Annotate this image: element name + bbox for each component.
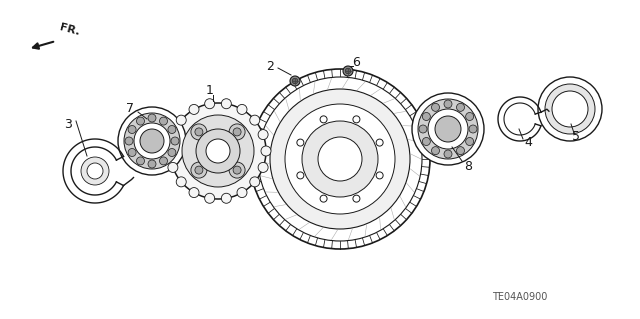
Circle shape	[435, 116, 461, 142]
Circle shape	[229, 124, 245, 140]
Circle shape	[431, 147, 440, 155]
Circle shape	[419, 125, 427, 133]
Circle shape	[345, 68, 351, 74]
Circle shape	[466, 137, 474, 145]
Circle shape	[422, 137, 430, 145]
Circle shape	[552, 91, 588, 127]
Circle shape	[376, 139, 383, 146]
Text: 2: 2	[266, 60, 274, 72]
Circle shape	[444, 100, 452, 108]
Circle shape	[258, 162, 268, 172]
Text: 4: 4	[524, 137, 532, 150]
Circle shape	[456, 147, 465, 155]
Circle shape	[196, 129, 240, 173]
Circle shape	[205, 99, 214, 109]
Circle shape	[171, 137, 179, 145]
Circle shape	[140, 129, 164, 153]
Circle shape	[318, 137, 362, 181]
Circle shape	[159, 117, 168, 125]
Circle shape	[191, 124, 207, 140]
Circle shape	[418, 99, 478, 159]
Circle shape	[124, 113, 180, 169]
Circle shape	[134, 123, 170, 159]
Circle shape	[233, 128, 241, 136]
Text: 5: 5	[572, 130, 580, 143]
Circle shape	[320, 195, 327, 202]
Circle shape	[456, 103, 465, 111]
Circle shape	[237, 104, 247, 115]
Circle shape	[168, 162, 178, 172]
Circle shape	[302, 121, 378, 197]
Text: FR.: FR.	[58, 22, 81, 37]
Circle shape	[182, 115, 254, 187]
Circle shape	[221, 193, 231, 203]
Circle shape	[290, 76, 300, 86]
Circle shape	[118, 107, 186, 175]
Circle shape	[428, 109, 468, 149]
Circle shape	[353, 195, 360, 202]
Circle shape	[258, 130, 268, 140]
Circle shape	[159, 157, 168, 165]
Circle shape	[221, 99, 231, 109]
Circle shape	[168, 130, 178, 140]
Circle shape	[176, 177, 186, 187]
Circle shape	[270, 89, 410, 229]
Text: 3: 3	[64, 117, 72, 130]
Circle shape	[250, 115, 260, 125]
Circle shape	[165, 146, 175, 156]
Circle shape	[189, 188, 199, 197]
Circle shape	[237, 188, 247, 197]
Circle shape	[148, 160, 156, 168]
Circle shape	[343, 66, 353, 76]
Circle shape	[205, 193, 214, 203]
Circle shape	[412, 93, 484, 165]
Text: 6: 6	[352, 56, 360, 69]
Circle shape	[229, 162, 245, 178]
Circle shape	[87, 163, 103, 179]
Circle shape	[128, 125, 136, 133]
Circle shape	[261, 146, 271, 156]
Circle shape	[125, 137, 133, 145]
Circle shape	[320, 116, 327, 123]
Circle shape	[136, 117, 145, 125]
Circle shape	[191, 162, 207, 178]
Circle shape	[297, 172, 304, 179]
Circle shape	[189, 104, 199, 115]
Circle shape	[136, 157, 145, 165]
Circle shape	[168, 149, 176, 157]
Circle shape	[206, 139, 230, 163]
Circle shape	[168, 125, 176, 133]
Circle shape	[148, 114, 156, 122]
Text: 8: 8	[464, 160, 472, 174]
Circle shape	[250, 177, 260, 187]
Circle shape	[170, 103, 266, 199]
Text: 1: 1	[206, 85, 214, 98]
Circle shape	[376, 172, 383, 179]
Text: TE04A0900: TE04A0900	[492, 292, 548, 302]
Text: 7: 7	[126, 102, 134, 115]
Circle shape	[258, 77, 422, 241]
Circle shape	[195, 166, 203, 174]
Circle shape	[431, 103, 440, 111]
Circle shape	[297, 139, 304, 146]
Circle shape	[233, 166, 241, 174]
Circle shape	[444, 150, 452, 158]
Circle shape	[545, 84, 595, 134]
Circle shape	[128, 149, 136, 157]
Circle shape	[466, 113, 474, 121]
Circle shape	[353, 116, 360, 123]
Circle shape	[422, 113, 430, 121]
Circle shape	[285, 104, 395, 214]
Circle shape	[292, 78, 298, 84]
Circle shape	[81, 157, 109, 185]
Circle shape	[538, 77, 602, 141]
Circle shape	[469, 125, 477, 133]
Circle shape	[176, 115, 186, 125]
Circle shape	[195, 128, 203, 136]
Circle shape	[248, 67, 432, 251]
